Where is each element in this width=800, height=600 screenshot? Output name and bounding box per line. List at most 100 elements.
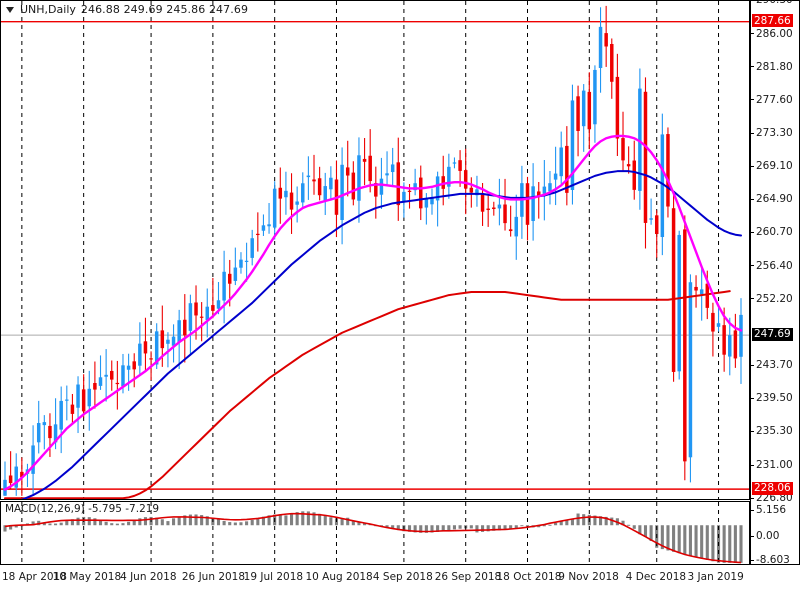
candlestick: [722, 307, 726, 372]
price-axis-tick: 252.20: [750, 293, 793, 305]
candlestick: [525, 176, 530, 241]
macd-histogram-bar: [166, 521, 170, 526]
candlestick: [216, 282, 221, 315]
candlestick: [329, 166, 333, 201]
macd-histogram-bar: [638, 525, 642, 535]
candlestick: [312, 154, 316, 195]
candlestick: [683, 215, 687, 481]
macd-histogram-bar: [132, 519, 136, 526]
tick-mark-icon: [750, 132, 754, 134]
candlestick: [278, 167, 283, 224]
macd-histogram-bar: [346, 517, 350, 526]
candlestick: [728, 317, 732, 376]
candlestick: [604, 5, 608, 67]
ohlc-values: 246.88 249.69 245.86 247.69: [80, 3, 249, 16]
macd-histogram-bar: [160, 519, 164, 526]
macd-histogram-bar: [222, 520, 226, 526]
tick-mark-icon: [750, 364, 754, 366]
candlestick: [390, 147, 395, 186]
caret-down-icon[interactable]: [6, 6, 14, 13]
candlestick: [419, 165, 423, 221]
candlestick: [666, 127, 670, 218]
tick-mark-icon: [750, 559, 754, 561]
macd-histogram-bar: [447, 525, 451, 531]
macd-histogram-bar: [481, 525, 485, 532]
macd-histogram-bar: [582, 514, 586, 526]
candlestick: [65, 385, 69, 421]
macd-histogram-bar: [430, 525, 434, 533]
candlestick: [357, 137, 361, 223]
date-axis[interactable]: 18 Apr 2018 10 May 2018 4 Jun 2018 26 Jun 2…: [0, 565, 800, 600]
macd-histogram-bar: [70, 519, 74, 526]
candlestick: [621, 111, 625, 172]
macd-histogram-bar: [121, 523, 125, 526]
moving-average-line: [4, 290, 731, 499]
tick-mark-icon: [750, 497, 754, 499]
macd-histogram-bar: [728, 525, 732, 563]
macd-histogram-bar: [694, 525, 698, 558]
candlestick: [261, 214, 266, 236]
tick-mark-icon: [750, 231, 754, 233]
macd-histogram-bar: [441, 525, 445, 532]
price-level-tag[interactable]: 287.66: [752, 14, 793, 28]
macd-histogram-bar: [59, 522, 63, 526]
macd-histogram-bar: [143, 517, 148, 526]
price-axis-tick-label: 286.00: [756, 27, 793, 40]
macd-histogram-bar: [396, 525, 400, 531]
tick-mark-icon: [750, 298, 754, 300]
macd-histogram-bar: [267, 515, 271, 526]
candlestick: [250, 229, 254, 266]
candlestick: [205, 288, 210, 338]
macd-histogram-bar: [188, 514, 192, 526]
price-level-tag[interactable]: 228.06: [752, 481, 793, 495]
price-axis-tick: 231.00: [750, 459, 793, 471]
current-price-tag[interactable]: 247.69: [752, 327, 793, 341]
candlestick: [542, 159, 547, 221]
candlestick: [14, 453, 18, 496]
price-axis-tick: 273.30: [750, 127, 793, 139]
macd-histogram-bar: [570, 519, 574, 526]
macd-chart-panel[interactable]: [0, 501, 750, 565]
candlestick: [104, 349, 108, 402]
price-axis-tick: 290.30: [750, 0, 793, 6]
macd-histogram-bar: [14, 525, 18, 528]
candlestick: [649, 198, 653, 225]
tick-mark-icon: [750, 198, 754, 200]
macd-histogram-bar: [660, 525, 664, 550]
date-axis-label: 4 Jun 2018: [120, 571, 177, 583]
macd-histogram-bar: [98, 520, 103, 526]
candlestick: [351, 161, 356, 206]
macd-histogram-bar: [559, 521, 563, 526]
macd-histogram-bar: [503, 525, 507, 530]
tick-mark-icon: [750, 66, 754, 68]
price-chart-panel[interactable]: [0, 0, 750, 500]
candlestick: [374, 166, 378, 219]
price-axis-tick-label: 226.80: [756, 492, 793, 504]
macd-histogram-bar: [65, 521, 69, 526]
macd-histogram-bar: [413, 525, 417, 533]
price-axis-tick-label: 273.30: [756, 127, 793, 140]
macd-axis-tick: 0.00: [750, 530, 779, 542]
macd-histogram-bar: [329, 517, 333, 526]
candlestick: [615, 53, 620, 157]
macd-histogram-bar: [127, 521, 131, 526]
macd-histogram-bar: [87, 517, 91, 526]
date-axis-label: 18 Oct 2018: [496, 571, 562, 583]
macd-histogram-bar: [627, 524, 631, 526]
candlestick: [711, 302, 715, 357]
price-axis-tick: 277.60: [750, 94, 793, 106]
price-axis-tick-label: 252.20: [756, 292, 793, 305]
macd-histogram-bar: [200, 515, 204, 526]
candlestick: [671, 194, 676, 382]
macd-histogram-bar: [93, 518, 97, 526]
date-axis-label: 4 Sep 2018: [372, 571, 433, 583]
candlestick: [81, 374, 86, 418]
macd-histogram-bar: [216, 519, 221, 526]
candlestick: [289, 173, 294, 234]
price-axis-tick-label: 290.30: [756, 0, 793, 6]
price-axis[interactable]: 290.30 286.00 281.80 277.60 273.30 269.10 264.…: [750, 0, 800, 566]
candlestick: [143, 317, 148, 373]
candlestick: [688, 274, 693, 483]
macd-histogram-bar: [233, 522, 237, 526]
candlestick: [475, 175, 479, 207]
